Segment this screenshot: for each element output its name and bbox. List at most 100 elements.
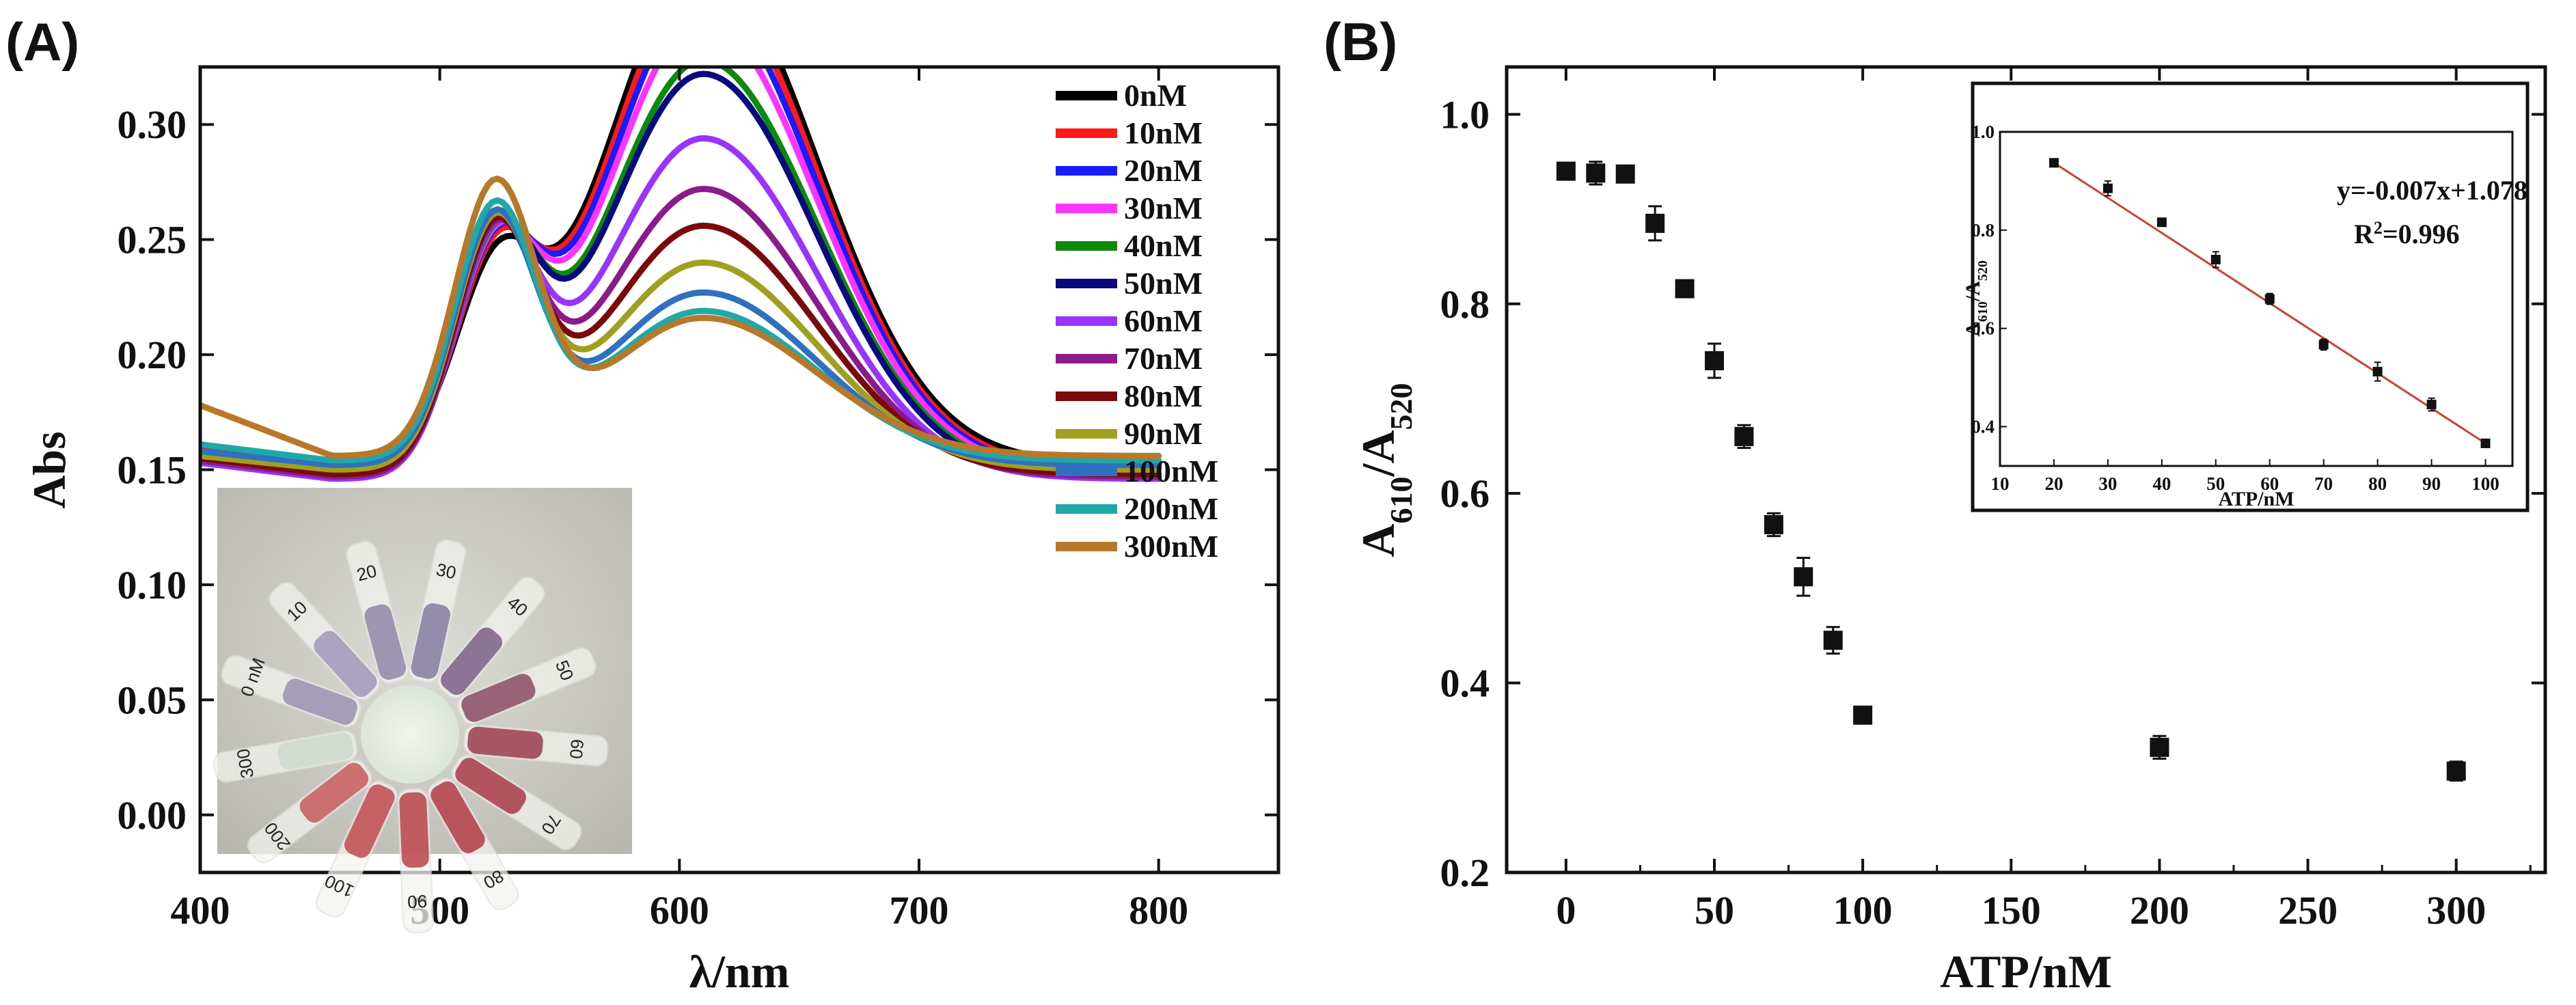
panel-b: (B) 0 50 100 150 200 250 300 0.2 0.4 0.6 0.8 1.0 AT…: [1324, 12, 2547, 997]
panel-b-point: [1556, 161, 1576, 181]
panel-b-point: [1586, 163, 1606, 183]
tube: [451, 754, 582, 851]
panel-b-x-tick-label: 200: [2130, 888, 2189, 933]
panel-b-x-tick-label: 300: [2426, 888, 2486, 933]
inset-x-label: ATP/nM: [2218, 488, 2294, 510]
legend-label-90nM: 90nM: [1124, 416, 1203, 451]
panel-a-series-90nM: [200, 209, 1162, 473]
panel-a: (A) 400 500 600 700 8000.000.050.100.150.200…: [5, 12, 1280, 997]
inset-x-tick-label: 30: [2098, 473, 2117, 494]
tube: [457, 647, 597, 725]
panel-b-x-tick-label: 100: [1833, 888, 1893, 933]
panel-b-point: [1705, 350, 1724, 370]
inset-point: [2210, 254, 2221, 264]
legend-label-0nM: 0nM: [1124, 78, 1187, 113]
inset-y-tick-label: 0.8: [1971, 220, 1995, 240]
panel-b-y-tick-label: 1.0: [1440, 92, 1490, 137]
legend-label-300nM: 300nM: [1124, 529, 1218, 564]
tube: [463, 724, 609, 767]
panel-a-y-tick-label: 0.00: [118, 793, 187, 838]
inset-x-tick-label: 20: [2044, 473, 2063, 494]
panel-b-x-tick-label: 250: [2278, 888, 2338, 933]
inset-x-tick-label: 10: [1991, 473, 2010, 494]
inset-chart: 10 20 30 40 50 60 70 80 90 100 0.4 0.6 0.8 1.0 ATP/nM…: [1962, 81, 2530, 512]
panel-a-series-80nM: [200, 214, 1162, 478]
tube-liquid: [461, 674, 536, 722]
inset-point: [2102, 183, 2113, 193]
panel-a-y-tick-label: 0.20: [118, 333, 187, 377]
tube: [408, 539, 467, 683]
inset-point: [2426, 400, 2437, 410]
tube-liquid: [277, 732, 354, 770]
panel-b-point: [1734, 426, 1754, 446]
panel-b-label: (B): [1324, 12, 1397, 72]
inset-ticks: 10 20 30 40 50 60 70 80 90 100 0.4 0.6 0.8 1.0: [1971, 122, 2499, 494]
panel-b-point: [1675, 279, 1695, 299]
panel-b-x-tick-label: 50: [1695, 888, 1734, 933]
panel-b-point: [1853, 705, 1873, 725]
inset-y-label: A610/A520: [1962, 260, 1990, 337]
panel-a-y-tick-label: 0.05: [118, 678, 187, 722]
tube-label: 30: [435, 559, 458, 583]
panel-a-series-300nM: [200, 176, 1162, 459]
inset-x-tick-label: 50: [2206, 473, 2225, 494]
panel-b-y-tick-label: 0.4: [1440, 661, 1490, 706]
tube: [247, 759, 372, 864]
panel-b-point: [1615, 164, 1635, 184]
panel-b-ticks: 0 50 100 150 200 250 300 0.2 0.4 0.6 0.8 1.0: [1440, 67, 2545, 933]
tube-rack-hub: [361, 685, 459, 784]
tube-liquid: [399, 792, 429, 868]
tube-liquid: [467, 726, 543, 759]
tube-liquid: [344, 784, 395, 858]
inset-y-tick-label: 1.0: [1971, 122, 1995, 142]
panel-a-x-label: λ/nm: [689, 946, 790, 997]
inset-x-tick-label: 100: [2471, 473, 2499, 494]
panel-b-point: [1823, 631, 1843, 650]
inset-point: [2480, 438, 2491, 448]
tube-liquid: [314, 631, 377, 698]
inset-point: [2264, 294, 2275, 304]
panel-b-frame: [1505, 65, 2547, 875]
panel-a-series-60nM: [200, 135, 1162, 482]
panel-a-label: (A): [5, 12, 79, 72]
inset-r-squared: R2=0.996: [2354, 218, 2460, 250]
panel-a-x-tick-label: 400: [171, 888, 230, 933]
panel-b-x-tick-label: 0: [1556, 888, 1576, 933]
tube-label: 60: [566, 739, 588, 760]
panel-a-y-tick-label: 0.30: [118, 102, 187, 147]
tube-label: 300: [232, 747, 258, 780]
inset-frame: [1971, 81, 2530, 512]
inset-point: [2318, 340, 2329, 350]
inset-y-tick-label: 0.4: [1971, 416, 1995, 437]
tube-liquid: [430, 781, 485, 853]
panel-b-points: [1556, 161, 2466, 782]
inset-x-tick-label: 60: [2260, 473, 2279, 494]
legend-label-200nM: 200nM: [1124, 491, 1218, 526]
panel-a-x-tick-label: 800: [1129, 888, 1188, 933]
panel-b-point: [2446, 761, 2466, 781]
panel-b-x-tick-label: 150: [1982, 888, 2041, 933]
inset-x-tick-label: 90: [2422, 473, 2441, 494]
tube: [346, 540, 409, 684]
legend-label-60nM: 60nM: [1124, 303, 1203, 338]
inset-x-tick-label: 70: [2314, 473, 2333, 494]
inset-plot-area: [1999, 130, 2514, 467]
panel-a-y-tick-label: 0.15: [118, 448, 187, 493]
tube-liquid: [299, 762, 369, 823]
legend-label-40nM: 40nM: [1124, 228, 1203, 263]
legend-label-10nM: 10nM: [1124, 115, 1203, 150]
panel-a-ticks: 400 500 600 700 8000.000.050.100.150.200.250…: [118, 67, 1278, 933]
panel-a-y-label: Abs: [23, 431, 75, 508]
panel-b-y-tick-label: 0.2: [1440, 851, 1490, 895]
tube-liquid: [282, 678, 358, 725]
tube: [397, 788, 434, 934]
inset-point: [2156, 217, 2167, 228]
panel-b-y-label: A610/A520: [1352, 383, 1419, 557]
legend-label-50nM: 50nM: [1124, 266, 1203, 301]
panel-a-y-tick-label: 0.10: [118, 563, 187, 607]
panel-b-point: [1764, 514, 1783, 534]
tube-liquid: [411, 603, 451, 679]
legend-label-30nM: 30nM: [1124, 191, 1203, 225]
legend-label-80nM: 80nM: [1124, 378, 1203, 413]
panel-a-series-200nM: [200, 197, 1162, 464]
